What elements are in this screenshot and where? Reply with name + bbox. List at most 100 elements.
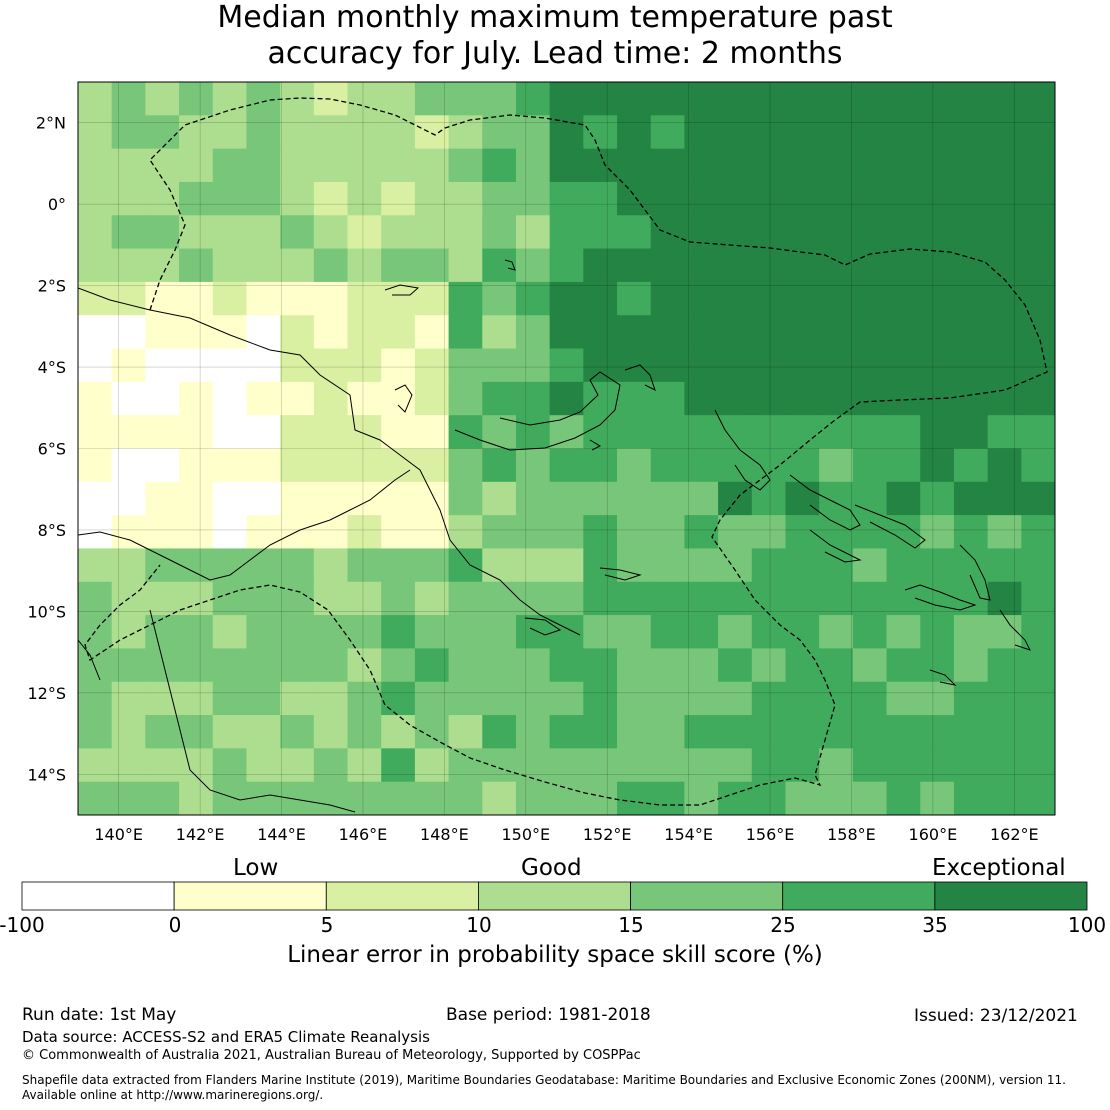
grid-cell <box>78 82 113 116</box>
grid-cell <box>953 181 989 216</box>
grid-cell <box>381 82 416 116</box>
grid-cell <box>515 781 551 815</box>
grid-cell <box>987 181 1022 216</box>
grid-cell <box>886 615 921 650</box>
grid-cell <box>785 715 820 749</box>
grid-cell <box>347 381 382 416</box>
grid-cell <box>785 448 820 483</box>
grid-cell <box>482 115 517 150</box>
longitude-tick-label: 148°E <box>420 825 469 844</box>
grid-cell <box>347 115 382 150</box>
grid-cell <box>751 615 787 650</box>
grid-cell <box>549 781 584 815</box>
grid-cell <box>381 281 416 316</box>
grid-cell <box>920 648 955 683</box>
grid-cell <box>179 481 214 516</box>
grid-cell <box>347 481 382 516</box>
grid-cell <box>987 215 1022 250</box>
grid-cell <box>852 481 888 516</box>
grid-cell <box>212 181 248 216</box>
grid-cell <box>1021 181 1055 216</box>
grid-cell <box>482 648 517 683</box>
grid-cell <box>684 648 719 683</box>
grid-cell <box>381 115 416 150</box>
grid-cell <box>414 82 450 116</box>
grid-cell <box>347 248 382 283</box>
grid-cell <box>414 381 450 416</box>
grid-cell <box>987 548 1022 583</box>
grid-cell <box>650 148 686 183</box>
grid-cell <box>650 348 686 383</box>
grid-cell <box>650 248 686 283</box>
grid-cell <box>819 348 854 383</box>
grid-cell <box>515 148 551 183</box>
grid-cell <box>886 481 921 516</box>
latitude-tick-labels: 2°N 0° 2°S 4°S 6°S 8°S 10°S 12°S 14°S <box>27 114 66 785</box>
grid-cell <box>650 115 686 150</box>
grid-cell <box>987 115 1022 150</box>
latitude-tick-label: 2°N <box>36 114 66 133</box>
base-period: Base period: 1981-2018 <box>446 1005 651 1025</box>
grid-cell <box>78 215 113 250</box>
grid-cell <box>549 281 584 316</box>
grid-cell <box>78 548 113 583</box>
grid-cell <box>111 348 146 383</box>
grid-cell <box>515 115 551 150</box>
grid-cell <box>650 481 686 516</box>
grid-cell <box>414 248 450 283</box>
grid-cell <box>920 415 955 450</box>
grid-cell <box>684 681 719 716</box>
grid-cell <box>246 615 281 650</box>
longitude-tick-label: 146°E <box>339 825 388 844</box>
grid-cell <box>448 82 483 116</box>
grid-cell <box>684 748 719 783</box>
grid-cell <box>549 348 584 383</box>
grid-cell <box>313 548 349 583</box>
grid-cell <box>920 548 955 583</box>
grid-cell <box>212 315 248 350</box>
grid-cell <box>953 248 989 283</box>
grid-cell <box>583 82 618 116</box>
grid-cell <box>145 248 180 283</box>
eez-boundaries <box>84 97 1048 806</box>
grid-cell <box>953 381 989 416</box>
latitude-tick-label: 14°S <box>27 765 66 784</box>
grid-cell <box>111 315 146 350</box>
longitude-tick-label: 154°E <box>664 825 713 844</box>
grid-cell <box>78 415 113 450</box>
grid-cell <box>78 648 113 683</box>
grid-cell <box>347 415 382 450</box>
grid-cell <box>819 748 854 783</box>
issued-date: Issued: 23/12/2021 <box>914 1006 1078 1026</box>
grid-cell <box>886 548 921 583</box>
grid-cell <box>280 615 315 650</box>
grid-cell <box>313 681 349 716</box>
grid-cell <box>145 715 180 749</box>
grid-cell <box>212 215 248 250</box>
longitude-tick-label: 152°E <box>583 825 632 844</box>
grid-cell <box>111 181 146 216</box>
grid-cell <box>280 148 315 183</box>
grid-cell <box>819 581 854 616</box>
grid-cell <box>1021 315 1055 350</box>
grid-cell <box>414 415 450 450</box>
grid-cell <box>987 648 1022 683</box>
grid-cell <box>617 415 652 450</box>
longitude-tick-label: 160°E <box>909 825 958 844</box>
grid-cell <box>583 215 618 250</box>
grid-cell <box>785 248 820 283</box>
grid-cell <box>819 281 854 316</box>
grid-cell <box>549 215 584 250</box>
grid-cell <box>482 148 517 183</box>
grid-cell <box>280 548 315 583</box>
grid-cell <box>179 548 214 583</box>
grid-cell <box>920 715 955 749</box>
grid-cell <box>414 748 450 783</box>
grid-cell <box>212 481 248 516</box>
grid-cell <box>953 715 989 749</box>
grid-cell <box>549 248 584 283</box>
grid-cell <box>212 615 248 650</box>
grid-cell <box>650 448 686 483</box>
grid-cell <box>246 448 281 483</box>
grid-cell <box>212 248 248 283</box>
